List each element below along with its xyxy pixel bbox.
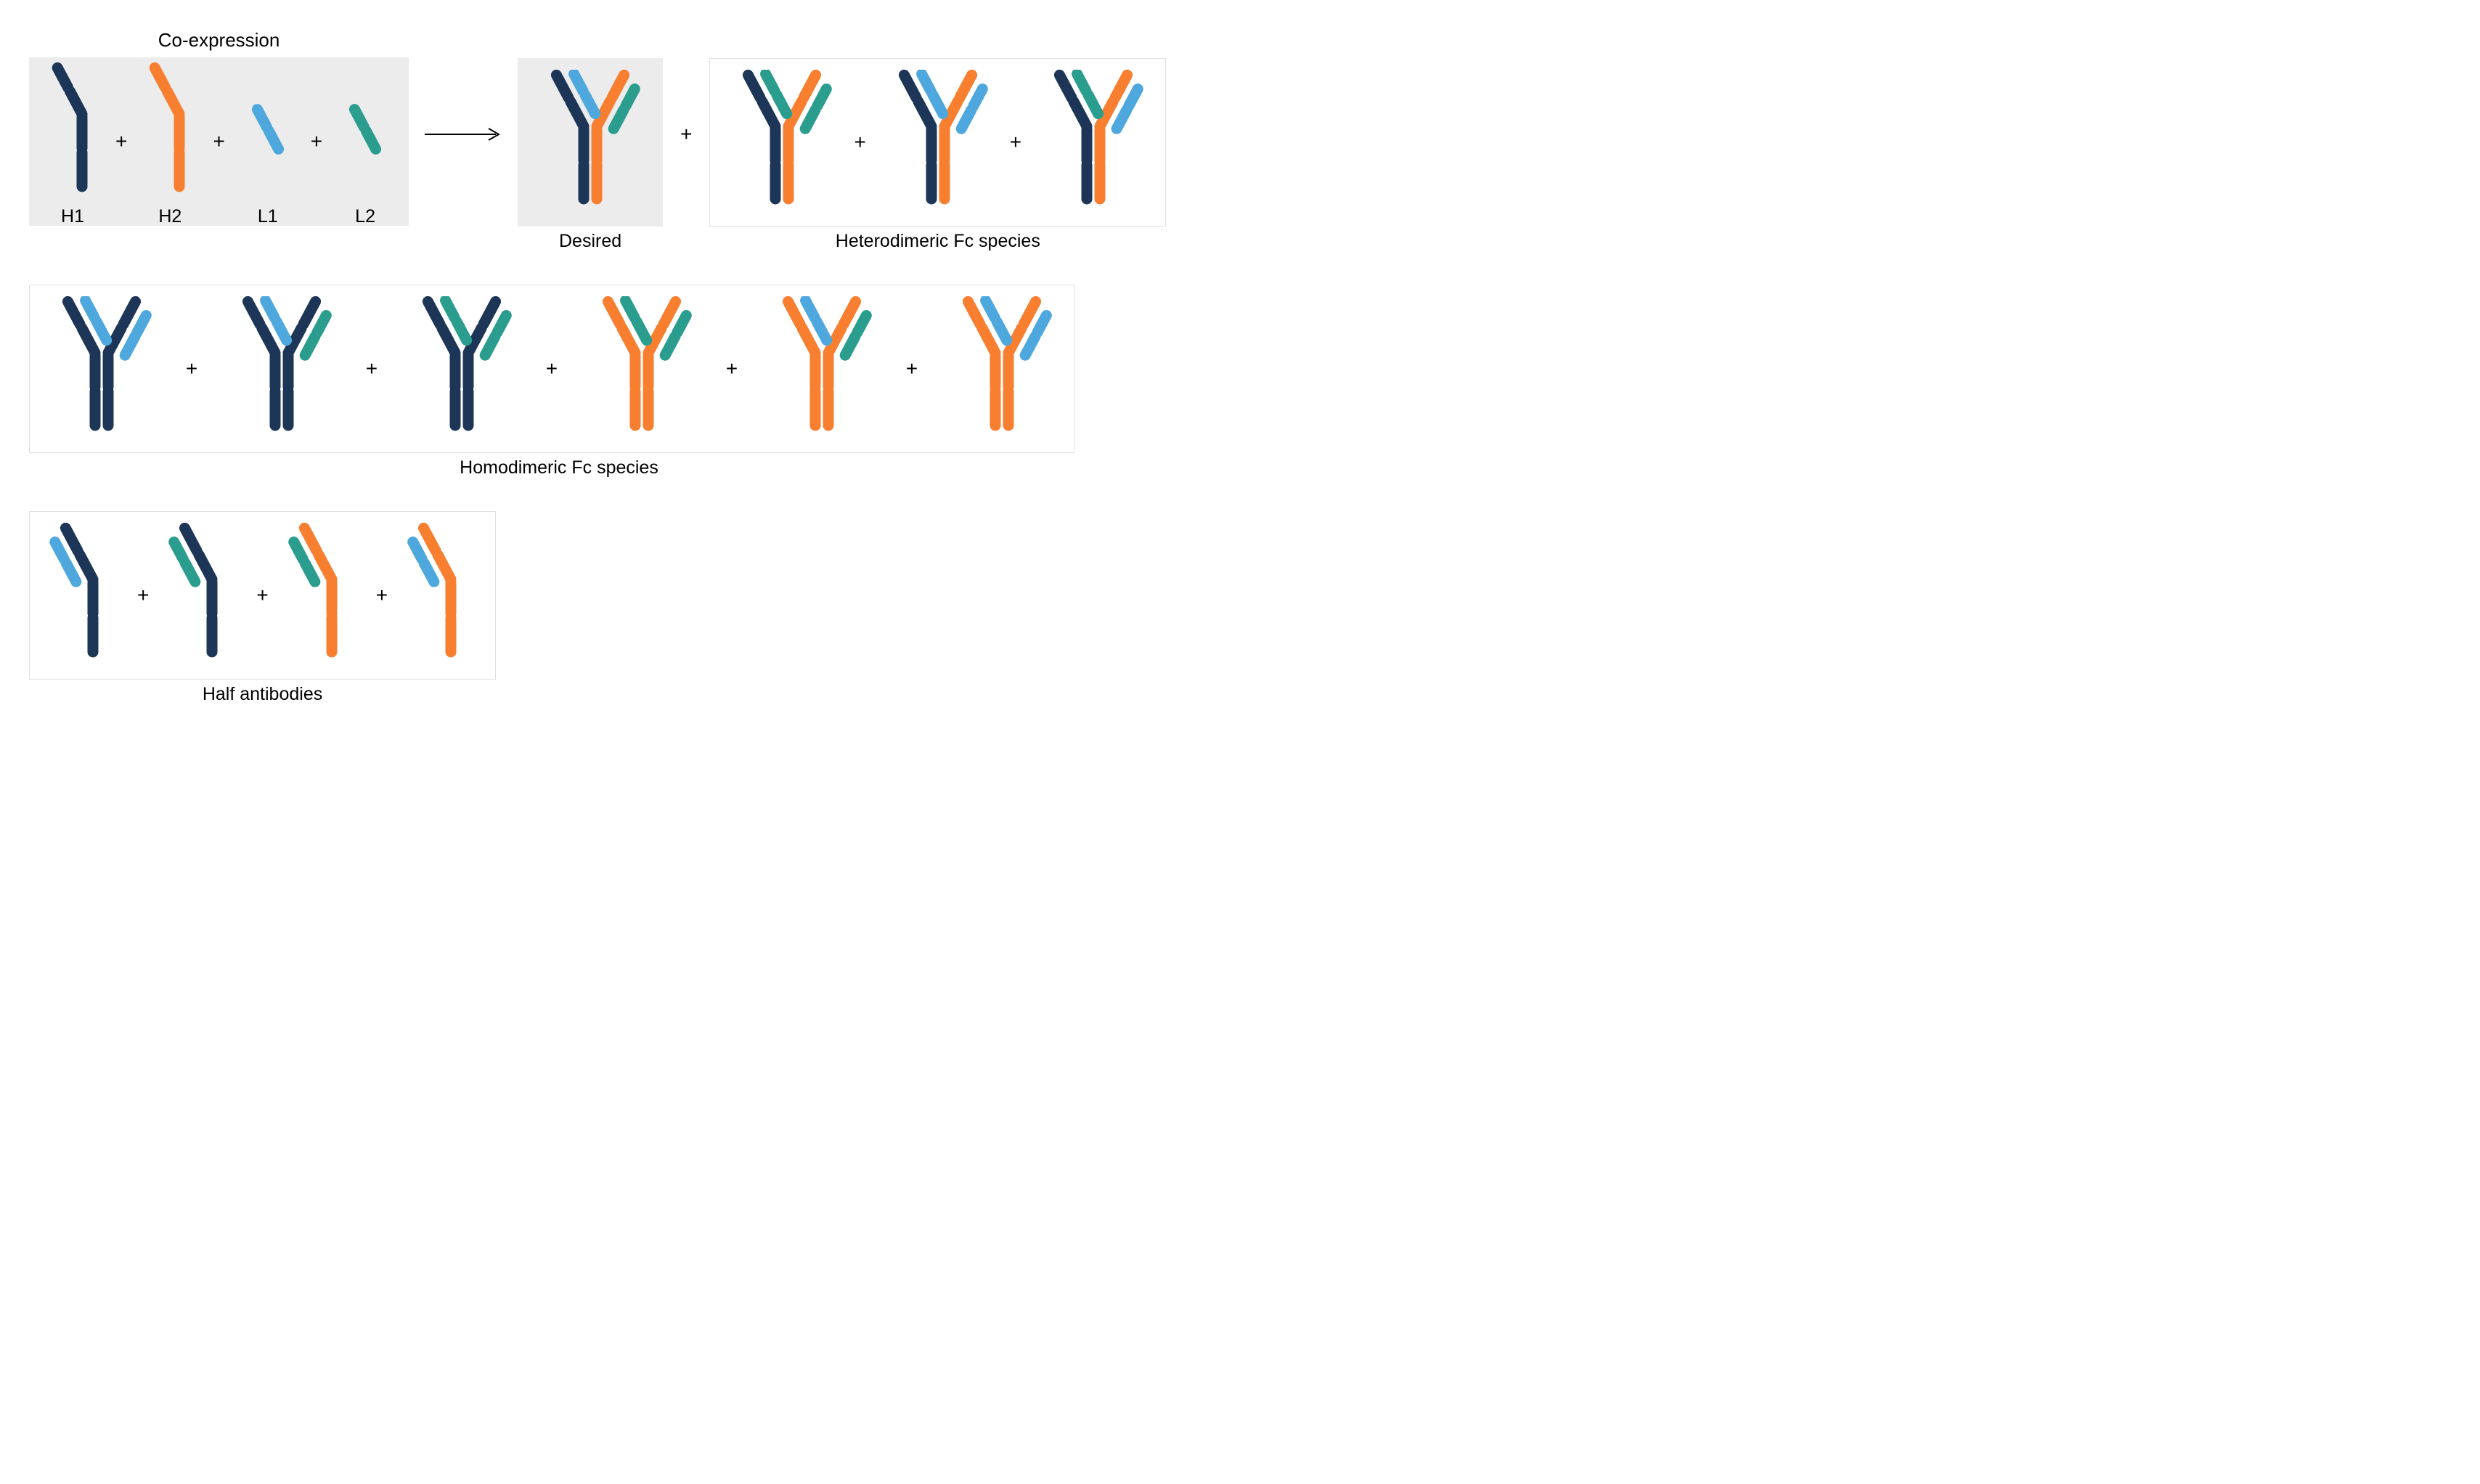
plus-separator: +: [543, 293, 560, 445]
plus-separator: +: [210, 65, 227, 218]
homo-box: + +: [29, 285, 1074, 453]
homo-panel: + +: [29, 285, 1089, 479]
plus-separator: +: [113, 65, 130, 218]
chain-L1: L1: [235, 57, 301, 227]
coexpression-title: Co-expression: [29, 29, 409, 52]
half-antibody: [398, 523, 485, 668]
desired-panel: Desired: [518, 58, 663, 253]
plus-separator: +: [253, 519, 271, 672]
chain-label-L1: L1: [235, 206, 301, 227]
row-1: Co-expression H1 + H2 + L1 + L2: [29, 29, 1089, 253]
chain-H1: H1: [40, 57, 105, 227]
half-box: + + +: [29, 511, 496, 680]
homo-antibody: [580, 296, 703, 441]
homo-antibody: [40, 296, 163, 441]
row-2: + +: [29, 285, 1089, 479]
chain-L2: L2: [333, 57, 398, 227]
plus-separator: +: [851, 66, 868, 219]
half-antibody: [40, 523, 127, 668]
homo-antibody: [940, 296, 1064, 441]
plus-separator: +: [308, 65, 325, 218]
hetero-box: + +: [709, 58, 1166, 227]
coexpression-box: H1 + H2 + L1 + L2: [29, 57, 409, 226]
plus-separator: +: [1007, 66, 1024, 219]
plus-separator: +: [363, 293, 380, 445]
row-3: + + + Half antibodies: [29, 511, 1089, 706]
coexpression-panel: Co-expression H1 + H2 + L1 + L2: [29, 29, 409, 226]
chain-H2: H2: [137, 57, 203, 227]
plus-separator: +: [183, 293, 200, 445]
desired-antibody: [529, 70, 652, 215]
plus-separator: +: [903, 293, 921, 445]
half-label: Half antibodies: [29, 684, 496, 706]
plus-separator: +: [373, 519, 391, 672]
antibody-coexpression-figure: Co-expression H1 + H2 + L1 + L2: [29, 29, 1089, 706]
hetero-antibody: [876, 70, 1000, 215]
homo-antibody: [220, 296, 343, 441]
desired-box: [518, 58, 663, 227]
hetero-antibody: [1032, 70, 1155, 215]
half-antibody: [279, 523, 366, 668]
hetero-panel: + +: [709, 58, 1166, 253]
chain-label-H1: H1: [40, 206, 105, 227]
reaction-arrow: [423, 58, 503, 211]
half-panel: + + + Half antibodies: [29, 511, 496, 706]
desired-label: Desired: [518, 231, 663, 253]
chain-label-L2: L2: [333, 206, 398, 227]
hetero-antibody: [720, 70, 844, 215]
homo-antibody: [760, 296, 884, 441]
homo-label: Homodimeric Fc species: [29, 457, 1089, 479]
chain-label-H2: H2: [137, 206, 203, 227]
half-antibody: [159, 523, 246, 668]
plus-separator: +: [723, 293, 741, 445]
plus-separator: +: [134, 519, 152, 672]
hetero-label: Heterodimeric Fc species: [709, 231, 1166, 253]
plus-separator: +: [677, 58, 695, 211]
homo-antibody: [400, 296, 523, 441]
